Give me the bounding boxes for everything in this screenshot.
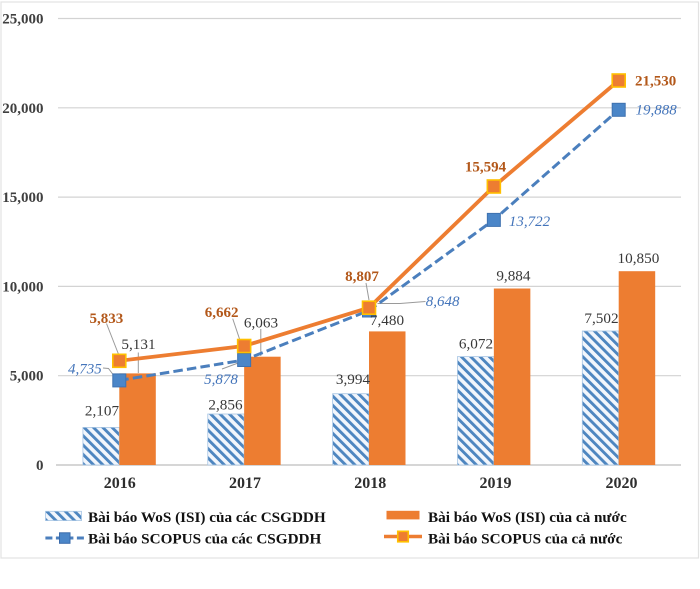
svg-text:5,131: 5,131	[121, 336, 155, 353]
svg-text:7,502: 7,502	[584, 310, 618, 327]
svg-text:Bài báo SCOPUS của các CSGDDH: Bài báo SCOPUS của các CSGDDH	[88, 530, 322, 547]
svg-text:2017: 2017	[229, 475, 261, 492]
svg-text:20,000: 20,000	[2, 101, 43, 117]
svg-text:Bài báo SCOPUS của cả nước: Bài báo SCOPUS của cả nước	[428, 530, 623, 547]
svg-text:8,807: 8,807	[345, 269, 379, 285]
svg-text:15,000: 15,000	[2, 190, 43, 206]
svg-text:6,662: 6,662	[205, 305, 239, 321]
svg-text:8,648: 8,648	[426, 294, 460, 310]
svg-text:7,480: 7,480	[370, 312, 405, 329]
svg-text:2,107: 2,107	[85, 403, 120, 420]
svg-text:Bài báo WoS (ISI) của các CSGD: Bài báo WoS (ISI) của các CSGDDH	[88, 509, 326, 526]
svg-text:2016: 2016	[104, 475, 136, 492]
svg-text:5,000: 5,000	[10, 369, 44, 385]
svg-text:2020: 2020	[606, 475, 638, 492]
svg-text:2,856: 2,856	[208, 396, 243, 413]
svg-text:5,878: 5,878	[204, 372, 238, 388]
svg-text:19,888: 19,888	[636, 103, 678, 119]
svg-text:0: 0	[36, 458, 44, 474]
svg-text:Bài báo WoS (ISI) của cả nước: Bài báo WoS (ISI) của cả nước	[428, 509, 627, 526]
svg-text:6,063: 6,063	[244, 314, 278, 331]
svg-text:13,722: 13,722	[509, 214, 551, 230]
svg-text:10,000: 10,000	[2, 279, 43, 295]
svg-text:6,072: 6,072	[459, 335, 493, 352]
svg-text:10,850: 10,850	[618, 250, 660, 267]
svg-text:2019: 2019	[480, 475, 512, 492]
svg-text:5,833: 5,833	[90, 311, 124, 327]
svg-text:25,000: 25,000	[2, 12, 43, 28]
svg-text:15,594: 15,594	[465, 160, 507, 176]
svg-text:21,530: 21,530	[635, 74, 676, 90]
svg-text:4,735: 4,735	[68, 361, 102, 377]
svg-text:3,994: 3,994	[336, 371, 371, 388]
svg-text:2018: 2018	[354, 475, 386, 492]
svg-text:9,884: 9,884	[496, 268, 531, 285]
